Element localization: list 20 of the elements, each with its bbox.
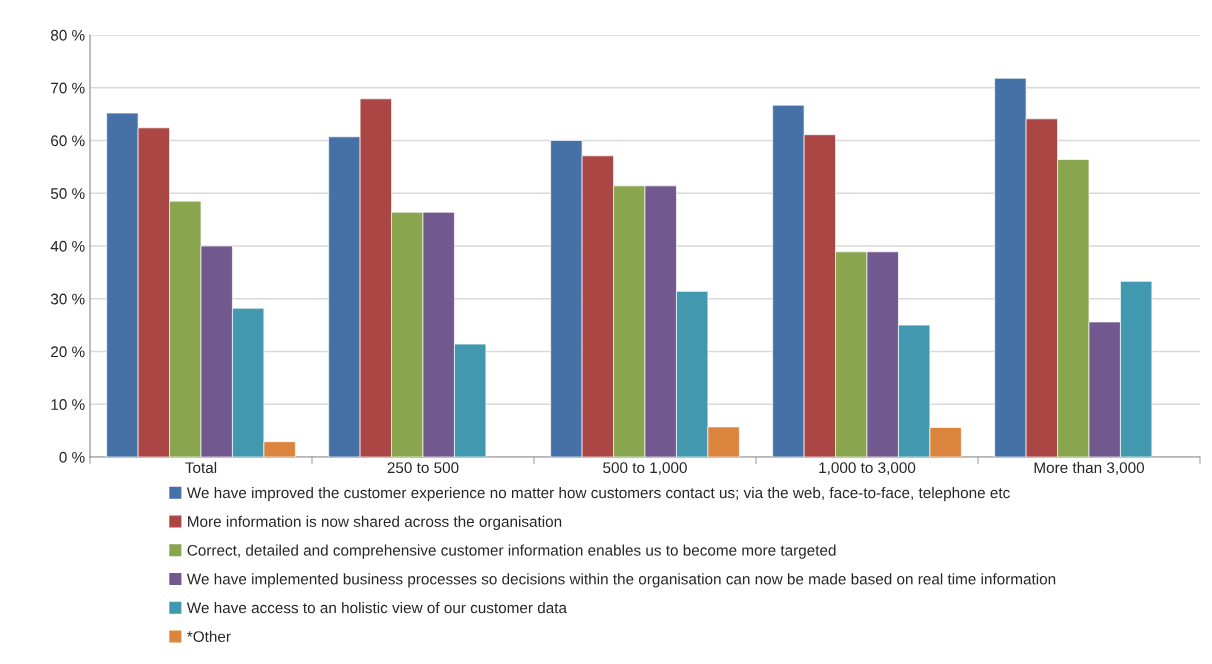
x-tick-label: Total	[185, 461, 217, 474]
y-tick-label: 30 %	[50, 293, 85, 305]
x-tick-label: 1,000 to 3,000	[819, 462, 916, 475]
legend-label: We have access to an holistic view of our customer data	[186, 602, 567, 614]
y-tick-label: 20 %	[51, 346, 85, 358]
y-tick-label: 0 %	[59, 451, 85, 463]
legend-label: We have implemented business processes so decisions within the organisation can now be made based on real time information	[186, 573, 1056, 588]
y-tick-label: 10 %	[51, 399, 85, 410]
y-tick-label: 50 %	[50, 188, 85, 199]
y-tick-label: 80 %	[50, 29, 85, 41]
legend-label: *Other	[187, 630, 231, 642]
x-tick-label: More than 3,000	[1034, 461, 1145, 475]
x-tick-label: 250 to 500	[387, 462, 459, 474]
y-tick-label: 70 %	[51, 82, 85, 94]
legend-label: We have improved the customer experience no matter how customers contact us; via the web, face-to-face, telephone etc	[186, 487, 1010, 502]
y-tick-label: 60 %	[51, 135, 85, 147]
y-tick-label: 40 %	[50, 240, 85, 252]
x-tick-label: 500 to 1,000	[603, 462, 687, 475]
legend-label: More information is now shared across the organisation	[188, 515, 562, 530]
legend-label: Correct, detailed and comprehensive customer information enables us to become more targeted	[187, 544, 836, 559]
